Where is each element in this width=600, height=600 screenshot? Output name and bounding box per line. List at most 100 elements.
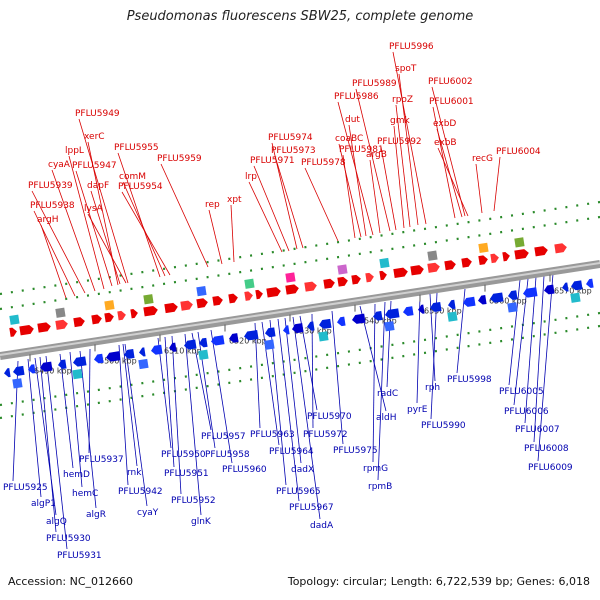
leader-line-top (431, 86, 466, 217)
tick-label: 6550 kbp (424, 307, 462, 316)
leader-line-top (33, 210, 76, 297)
forward-feature-box-shape (244, 278, 255, 289)
reverse-gene-arrow (319, 318, 332, 329)
forward-gene-arrow (143, 305, 158, 317)
forward-gene-arrow (410, 265, 424, 276)
forward-gene-arrow-shape (502, 251, 510, 262)
reverse-gene-arrow-shape (403, 306, 414, 317)
reverse-gene-arrow-shape (418, 304, 425, 314)
reverse-gene-arrow-shape (490, 292, 504, 303)
tick-label: 6540 kbp (359, 317, 397, 326)
reverse-gene-arrow (199, 337, 208, 348)
gene-label-top: lrp (245, 172, 257, 182)
forward-gene-arrow (212, 295, 223, 306)
gene-label-top: PFLU5939 (28, 181, 73, 191)
reverse-gene-arrow-shape (58, 359, 67, 369)
gene-label-bottom: PFLU5972 (303, 430, 348, 440)
gene-label-bottom: PFLU5951 (164, 469, 209, 479)
gene-label-top: exbD (433, 119, 456, 129)
gene-label-top: PFLU5973 (271, 146, 316, 156)
leader-line-top (437, 147, 469, 217)
gene-label-top: dut (345, 115, 360, 125)
gene-label-bottom: PFLU5967 (289, 503, 334, 513)
reverse-gene-arrow-shape (508, 290, 518, 300)
leader-line-top (87, 213, 127, 284)
gene-label-bottom: PFLU5925 (3, 483, 48, 493)
leader-line-top (338, 143, 362, 238)
reverse-gene-arrow (94, 353, 104, 364)
leader-line-bottom (210, 329, 233, 464)
leader-line-top (51, 169, 96, 292)
reverse-gene-arrow-shape (151, 344, 163, 355)
forward-gene-arrow (37, 322, 51, 333)
forward-gene-arrow-shape (180, 300, 193, 311)
reverse-feature-box-shape (384, 321, 395, 332)
gene-label-top: PFLU6002 (428, 77, 473, 87)
reverse-gene-arrow-shape (211, 335, 225, 346)
reverse-gene-arrow (169, 342, 177, 352)
forward-gene-arrow (255, 289, 263, 300)
gene-label-top: PFLU5996 (389, 42, 434, 52)
reverse-gene-arrow (403, 306, 414, 317)
forward-gene-arrow (164, 302, 178, 314)
forward-gene-arrow-shape (9, 327, 17, 337)
tick-label: 6530 kbp (294, 327, 332, 336)
leader-line-top (117, 152, 161, 278)
reverse-gene-arrow-shape (385, 308, 400, 319)
leader-line-bottom (34, 357, 57, 516)
gene-label-top: gmk (390, 116, 410, 126)
leader-line-bottom (284, 317, 302, 464)
reverse-gene-arrow (73, 356, 87, 367)
gene-label-bottom: hemC (72, 489, 98, 499)
leader-line-bottom (311, 313, 314, 429)
reverse-feature-box-shape (138, 358, 149, 370)
tick-label: 6510 kbp (164, 346, 202, 355)
reverse-feature-box (507, 302, 518, 313)
reverse-gene-arrow (106, 351, 121, 362)
reverse-feature-box-shape (72, 368, 83, 380)
forward-gene-arrow (19, 324, 34, 336)
gene-label-top: rep (205, 200, 220, 210)
forward-gene-arrow (514, 249, 529, 260)
reverse-gene-arrow (385, 308, 400, 319)
reverse-gene-arrow-shape (337, 316, 346, 327)
leader-line-top (121, 191, 171, 276)
forward-feature-box (285, 272, 296, 283)
gene-label-top: coaBC (335, 134, 363, 144)
leader-line-top (274, 155, 304, 249)
forward-gene-arrow (304, 281, 317, 292)
reverse-gene-arrow (184, 339, 197, 350)
reverse-gene-arrow-shape (106, 351, 121, 362)
leader-line-bottom (513, 278, 529, 406)
forward-feature-box-shape (143, 294, 154, 305)
forward-gene-arrow-shape (427, 262, 440, 273)
gene-label-bottom: radC (377, 389, 398, 399)
reverse-feature-box-shape (12, 378, 23, 389)
reverse-gene-arrow (151, 344, 163, 355)
forward-gene-arrow-shape (212, 295, 223, 306)
reverse-gene-arrow (307, 321, 315, 331)
forward-gene-arrow (337, 276, 348, 287)
forward-feature-box-shape (196, 285, 207, 297)
reverse-gene-arrow-shape (4, 368, 11, 378)
reverse-gene-arrow (4, 368, 11, 378)
reverse-gene-arrow (229, 333, 239, 343)
forward-gene-arrow (379, 270, 387, 281)
reverse-gene-arrow-shape (139, 347, 146, 357)
forward-gene-arrow (180, 300, 193, 311)
forward-gene-arrow-shape (266, 287, 281, 298)
forward-gene-arrow-shape (337, 276, 348, 287)
forward-feature-box (244, 278, 255, 289)
reverse-gene-arrow (430, 301, 442, 312)
forward-gene-arrow-shape (244, 291, 253, 301)
tick-label: 6560 kbp (489, 297, 527, 306)
reverse-gene-arrow-shape (562, 282, 569, 292)
gene-label-bottom: algR (86, 510, 106, 520)
leader-line-bottom (377, 301, 386, 481)
gene-label-bottom: PFLU5930 (46, 534, 91, 544)
gene-label-top: rpoZ (392, 95, 413, 105)
gene-label-bottom: PFLU5958 (205, 450, 250, 460)
gene-label-bottom: rpmB (368, 482, 392, 492)
forward-gene-arrow-shape (365, 272, 374, 283)
